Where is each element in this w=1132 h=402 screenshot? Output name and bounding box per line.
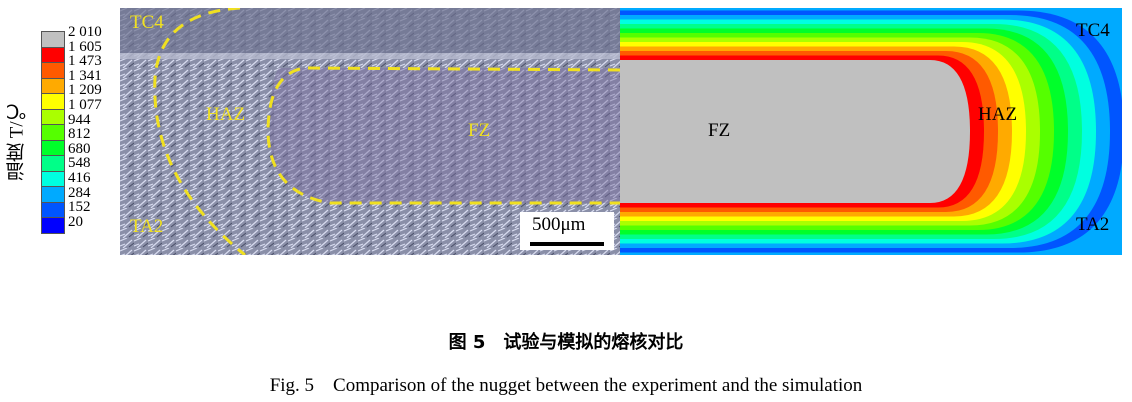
colorbar-tick: 1 341 bbox=[68, 67, 102, 84]
colorbar-swatch bbox=[41, 139, 65, 155]
sim-label-ta2: TA2 bbox=[1076, 214, 1110, 235]
colorbar-tick: 944 bbox=[68, 111, 91, 128]
colorbar bbox=[41, 31, 65, 234]
colorbar-swatch bbox=[41, 186, 65, 202]
colorbar-tick: 152 bbox=[68, 199, 91, 216]
colorbar-tick: 680 bbox=[68, 140, 91, 157]
colorbar-tick: 1 605 bbox=[68, 38, 102, 55]
colorbar-swatch bbox=[41, 155, 65, 171]
caption-en: Fig. 5 Comparison of the nugget between … bbox=[269, 375, 863, 396]
colorbar-tick: 1 077 bbox=[68, 96, 102, 113]
colorbar-swatch bbox=[41, 108, 65, 124]
colorbar-ticks: 2 010 1 605 1 473 1 341 1 209 1 077 944 812 680 5… bbox=[68, 25, 102, 229]
sim-label-haz: HAZ bbox=[978, 104, 1018, 125]
legend-title: 温度 T/℃ bbox=[6, 99, 28, 181]
colorbar-swatch bbox=[41, 124, 65, 140]
label-fz: FZ bbox=[468, 120, 491, 141]
label-ta2: TA2 bbox=[130, 216, 164, 237]
label-haz: HAZ bbox=[206, 104, 246, 125]
colorbar-swatch bbox=[41, 62, 65, 78]
colorbar-swatch bbox=[41, 31, 65, 47]
colorbar-swatch bbox=[41, 201, 65, 217]
colorbar-tick: 548 bbox=[68, 155, 91, 172]
label-tc4: TC4 bbox=[130, 12, 164, 33]
colorbar-tick: 2 010 bbox=[68, 24, 102, 40]
colorbar-tick: 1 209 bbox=[68, 82, 102, 99]
caption-cn: 图 5 试验与模拟的熔核对比 bbox=[448, 332, 684, 353]
simulation-contour: TC4 HAZ FZ TA2 bbox=[620, 8, 1124, 255]
contour-band bbox=[620, 60, 970, 203]
sim-label-tc4: TC4 bbox=[1076, 20, 1110, 41]
colorbar-swatch bbox=[41, 77, 65, 93]
colorbar-swatch bbox=[41, 46, 65, 62]
colorbar-tick: 812 bbox=[68, 126, 91, 143]
haz-boundary bbox=[153, 8, 246, 255]
colorbar-tick: 284 bbox=[68, 184, 91, 201]
colorbar-swatch bbox=[41, 93, 65, 109]
colorbar-tick: 416 bbox=[68, 169, 91, 186]
scale-bar: 500μm bbox=[532, 214, 586, 235]
sim-label-fz: FZ bbox=[708, 120, 731, 141]
colorbar-tick: 20 bbox=[68, 213, 83, 230]
colorbar-swatch bbox=[41, 217, 65, 234]
colorbar-swatch bbox=[41, 170, 65, 186]
micrograph: TC4 HAZ FZ TA2 500μm bbox=[120, 8, 620, 255]
colorbar-tick: 1 473 bbox=[68, 53, 102, 70]
